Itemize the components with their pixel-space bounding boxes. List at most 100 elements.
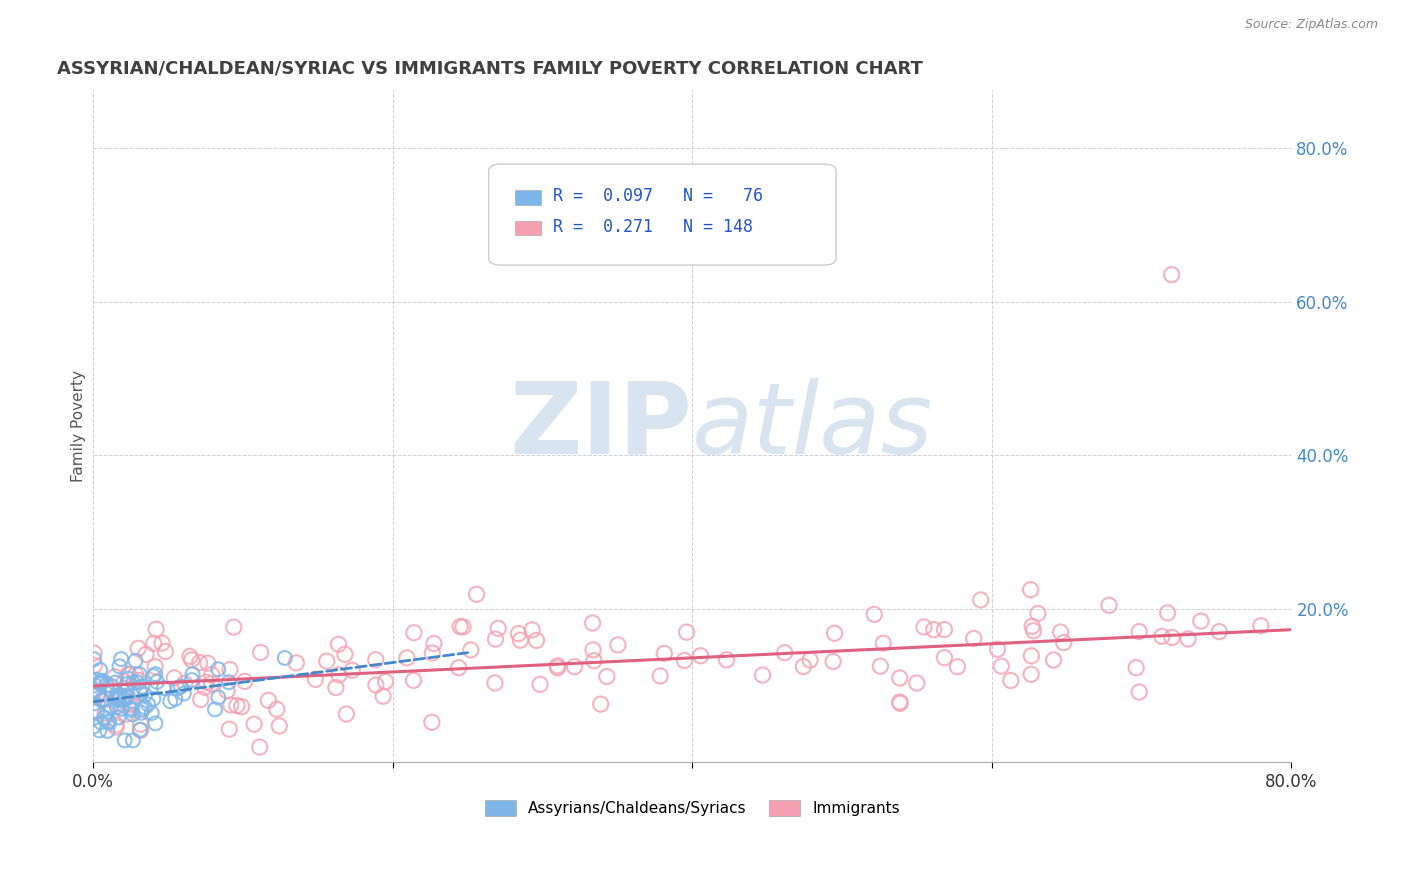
Point <box>107 710 129 724</box>
Point <box>582 643 605 657</box>
Point <box>118 696 141 710</box>
Point <box>105 691 128 706</box>
Point <box>128 685 150 699</box>
Point <box>150 636 173 650</box>
Point <box>83 697 105 711</box>
Point <box>402 673 425 688</box>
Point <box>121 703 143 717</box>
Point <box>107 691 129 706</box>
Point <box>204 702 226 716</box>
Point <box>115 690 138 704</box>
Point <box>1177 632 1199 646</box>
Point <box>219 698 242 712</box>
Point <box>520 623 543 637</box>
Point <box>1053 635 1076 649</box>
Point <box>335 707 357 722</box>
Point <box>266 702 288 716</box>
Point <box>89 663 111 677</box>
Point <box>83 719 105 733</box>
Point <box>201 667 224 681</box>
Point <box>90 693 112 707</box>
Point <box>395 651 418 665</box>
Point <box>94 692 117 706</box>
Point <box>121 707 143 722</box>
Point <box>87 688 110 702</box>
Point <box>934 650 956 665</box>
Point <box>546 658 568 673</box>
Point <box>328 668 350 682</box>
Point <box>465 587 488 601</box>
Point <box>194 681 217 695</box>
Point <box>581 615 603 630</box>
Point <box>823 655 845 669</box>
Point <box>508 626 530 640</box>
Point <box>652 646 675 660</box>
Point <box>889 696 911 710</box>
Point <box>117 672 139 686</box>
Point <box>529 677 551 691</box>
Point <box>135 648 157 662</box>
Point <box>460 643 482 657</box>
Point <box>107 693 129 707</box>
Point <box>90 676 112 690</box>
Point <box>1019 667 1042 681</box>
Point <box>105 700 128 714</box>
Point <box>675 625 697 640</box>
Point <box>218 722 240 736</box>
Point <box>142 636 165 650</box>
Point <box>226 698 249 713</box>
Point <box>86 673 108 687</box>
Point <box>526 633 548 648</box>
Point <box>195 675 218 690</box>
Point <box>104 675 127 690</box>
Point <box>889 671 911 685</box>
Point <box>207 690 229 705</box>
Point <box>110 702 132 716</box>
Point <box>1156 606 1178 620</box>
Point <box>117 667 139 681</box>
Point <box>257 693 280 707</box>
Point <box>1128 624 1150 639</box>
Point <box>1021 648 1043 663</box>
Point <box>285 656 308 670</box>
Point <box>82 686 104 700</box>
Point <box>143 667 166 681</box>
Point <box>304 673 326 687</box>
Point <box>129 717 152 731</box>
Point <box>423 636 446 650</box>
Point <box>131 706 153 720</box>
Text: ZIP: ZIP <box>509 378 692 475</box>
Point <box>105 690 128 704</box>
Point <box>231 699 253 714</box>
Point <box>136 698 159 712</box>
Point <box>1026 607 1049 621</box>
Point <box>1042 653 1064 667</box>
Point <box>371 690 394 704</box>
Point <box>402 625 425 640</box>
Point <box>122 675 145 690</box>
Text: R =  0.097   N =   76: R = 0.097 N = 76 <box>554 187 763 205</box>
Point <box>93 710 115 724</box>
Point <box>799 653 821 667</box>
Point <box>716 653 738 667</box>
Point <box>990 659 1012 673</box>
Point <box>142 691 165 706</box>
Point <box>325 681 347 695</box>
Point <box>97 714 120 729</box>
Point <box>934 623 956 637</box>
Point <box>146 674 169 689</box>
Point <box>104 718 127 732</box>
Point <box>1189 614 1212 628</box>
Point <box>207 662 229 676</box>
Legend: Assyrians/Chaldeans/Syriacs, Immigrants: Assyrians/Chaldeans/Syriacs, Immigrants <box>479 794 905 822</box>
Point <box>564 659 586 673</box>
Point <box>589 697 612 711</box>
Point <box>101 684 124 698</box>
Point <box>1125 660 1147 674</box>
Point <box>582 654 605 668</box>
Point <box>333 647 356 661</box>
Point <box>129 723 152 738</box>
Point <box>1098 599 1121 613</box>
Point <box>222 620 245 634</box>
Point <box>650 669 672 683</box>
